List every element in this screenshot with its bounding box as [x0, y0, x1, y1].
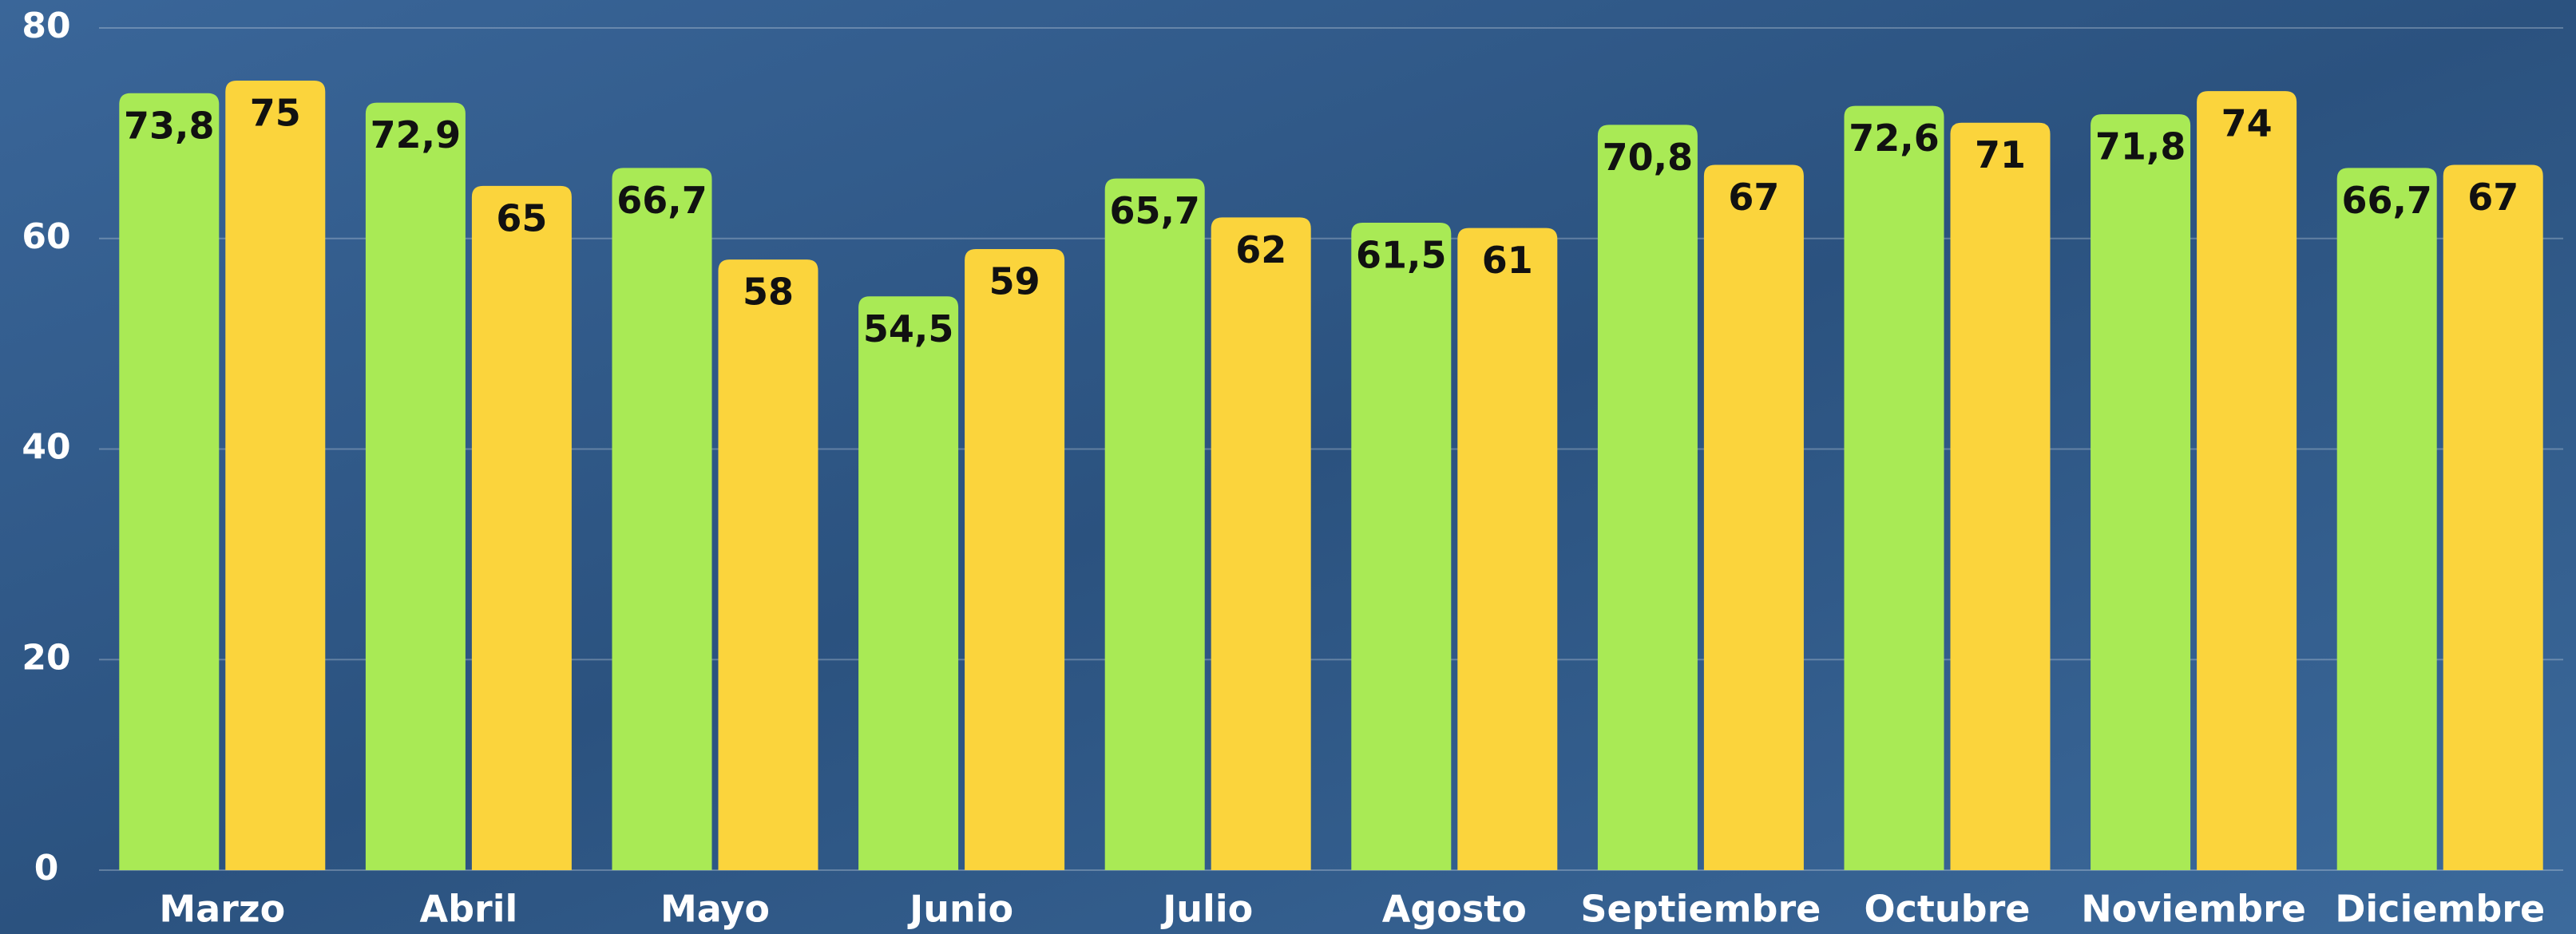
- data-label: 61: [1482, 239, 1533, 282]
- data-label: 75: [250, 91, 301, 134]
- data-label: 62: [1235, 228, 1286, 271]
- x-tick-label: Junio: [907, 888, 1013, 931]
- data-label: 74: [2221, 102, 2273, 145]
- data-label: 58: [743, 271, 794, 314]
- y-tick-label: 20: [22, 637, 70, 678]
- x-tick-label: Agosto: [1382, 888, 1527, 931]
- chart: 0 20 40 60 80 Marzo 73,8 75 Abril 72,9 65 Mayo 66,7 5…: [0, 0, 2576, 934]
- bar: [119, 93, 219, 870]
- bar: [2337, 168, 2437, 870]
- bar: [1211, 217, 1311, 870]
- bar: [366, 103, 466, 870]
- x-tick-label: Marzo: [159, 888, 285, 931]
- x-tick-label: Septiembre: [1580, 888, 1821, 931]
- bar: [1951, 123, 2051, 870]
- data-label: 72,6: [1849, 117, 1940, 160]
- bar: [1598, 125, 1698, 870]
- data-label: 73,8: [124, 104, 215, 147]
- y-tick-label: 40: [22, 427, 70, 468]
- bar: [1351, 223, 1451, 870]
- data-label: 67: [1728, 176, 1779, 219]
- data-label: 72,9: [371, 113, 462, 156]
- y-tick-label: 60: [22, 216, 70, 257]
- y-tick-label: 80: [22, 6, 70, 46]
- bar: [2091, 114, 2190, 870]
- data-label: 67: [2467, 176, 2519, 219]
- x-tick-label: Octubre: [1865, 888, 2031, 931]
- data-label: 59: [989, 259, 1040, 303]
- bar: [1105, 179, 1205, 870]
- x-tick-label: Diciembre: [2335, 888, 2545, 931]
- bar: [1457, 228, 1557, 870]
- data-label: 71,8: [2095, 125, 2186, 168]
- x-tick-label: Julio: [1160, 888, 1253, 931]
- data-label: 66,7: [2341, 179, 2432, 222]
- bar: [2197, 91, 2297, 870]
- bar: [1704, 164, 1804, 870]
- data-label: 71: [1975, 133, 2026, 176]
- y-tick-label: 0: [34, 848, 59, 888]
- data-label: 70,8: [1603, 136, 1694, 179]
- bar: [1845, 106, 1944, 870]
- data-label: 65,7: [1109, 189, 1200, 232]
- x-tick-label: Noviembre: [2081, 888, 2306, 931]
- data-label: 54,5: [863, 307, 954, 350]
- bar: [2443, 164, 2543, 870]
- x-tick-label: Mayo: [660, 888, 770, 931]
- bar: [965, 249, 1064, 870]
- x-tick-label: Abril: [420, 888, 518, 931]
- bar: [612, 168, 712, 870]
- data-label: 61,5: [1356, 233, 1447, 276]
- data-label: 65: [496, 196, 547, 239]
- bar: [858, 296, 958, 870]
- bar: [719, 259, 818, 870]
- bar: [225, 81, 325, 870]
- data-label: 66,7: [616, 179, 707, 222]
- bar: [472, 186, 572, 870]
